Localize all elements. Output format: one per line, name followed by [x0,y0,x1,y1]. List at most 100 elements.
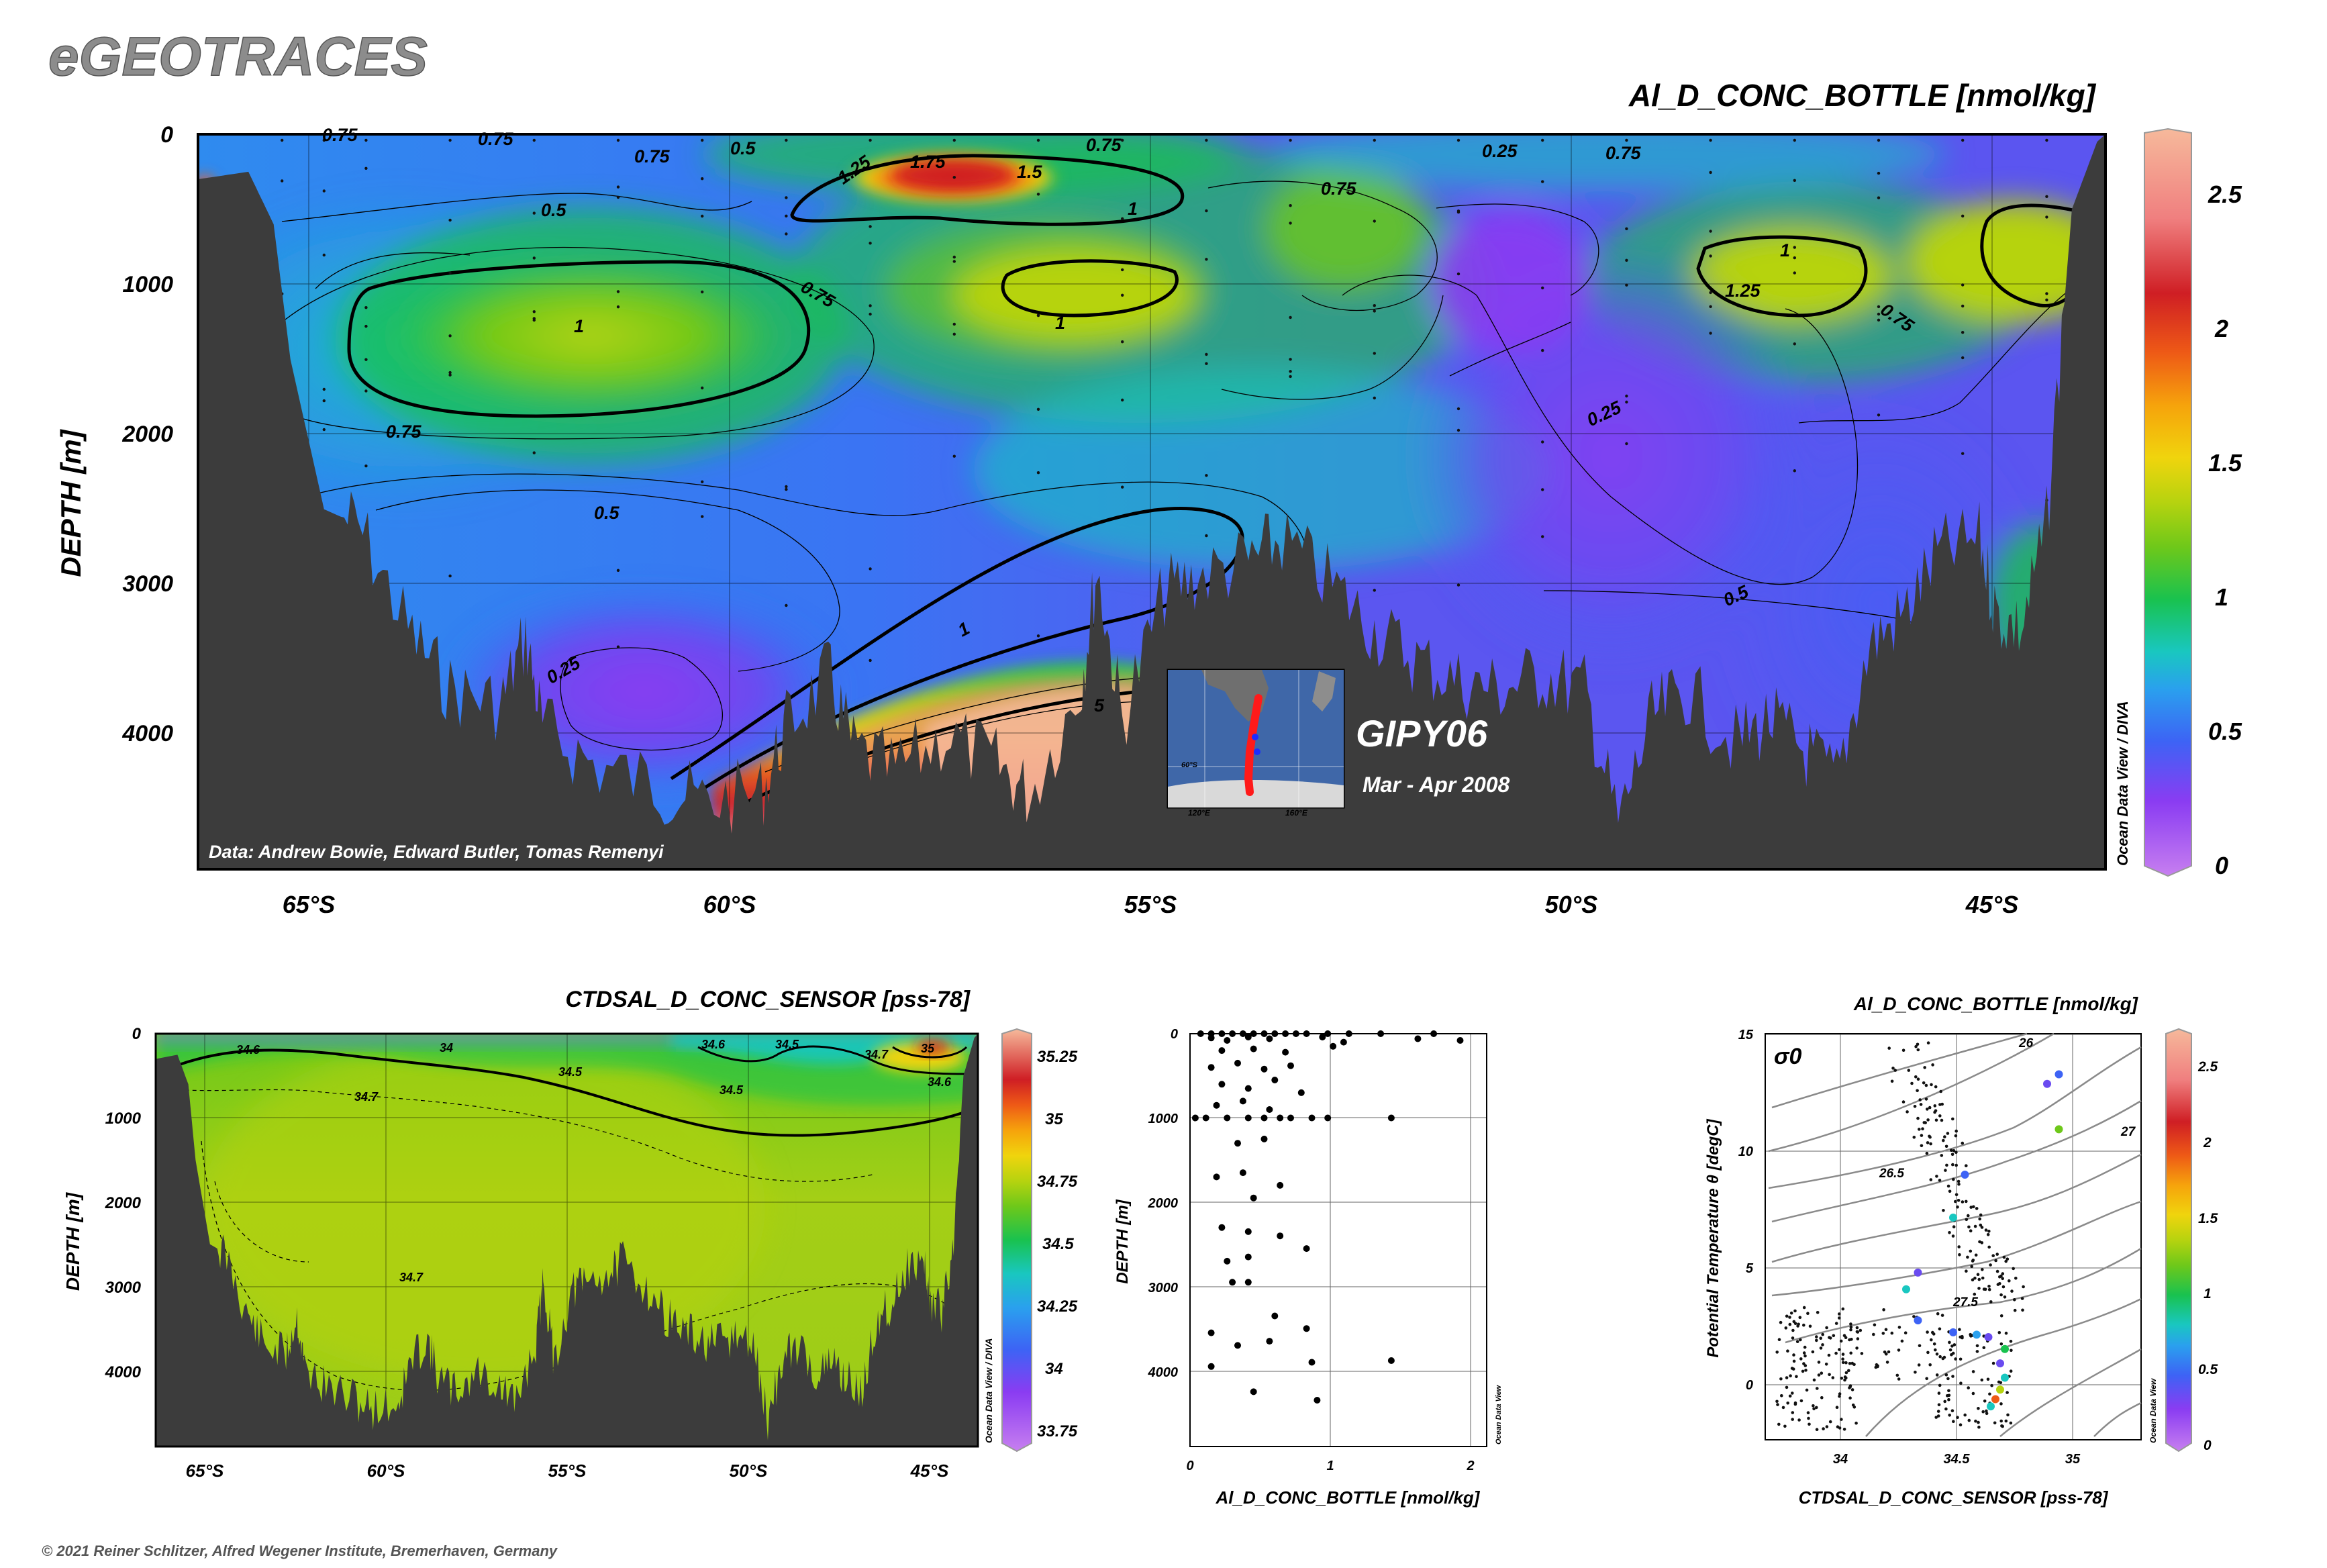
ts-background-point [1922,1081,1926,1085]
ts-background-point [1812,1378,1816,1382]
scatter-point [1292,1030,1299,1037]
scatter-point [1244,1085,1252,1092]
sample-point [1709,170,1712,175]
new-zealand-shape [1312,671,1336,712]
ts-background-point [1993,1421,1997,1425]
sample-point [1877,312,1881,316]
ts-background-point [1957,1245,1961,1248]
ts-background-point [1987,1287,1991,1291]
ts-background-point [1788,1322,1792,1326]
ts-background-points [1775,1041,2025,1431]
ts-background-point [1935,1373,1939,1377]
ts-colored-point [1991,1395,1999,1404]
isopycnal-label: 27 [2120,1125,2136,1139]
sample-point [322,189,326,193]
ts-background-point [1963,1413,1967,1417]
ts-background-point [1890,1331,1894,1335]
ts-background-point [1779,1377,1783,1381]
scatter-point [1239,1097,1246,1105]
scatter-frame [1189,1033,1487,1447]
scatter-point [1260,1030,1268,1037]
ts-background-point [1806,1312,1810,1315]
ts-background-point [2009,1421,2013,1425]
inset-lon-label: 120°E [1188,808,1211,818]
main-y-ticks: 0 1000 2000 3000 4000 [121,122,173,746]
ts-background-point [1926,1108,1929,1111]
ts-background-point [1835,1406,1839,1409]
scatter-point [1244,1228,1252,1235]
ts-background-point [1891,1067,1895,1070]
ts-background-point [1934,1348,1937,1352]
x-tick: 2 [1466,1459,1474,1473]
sample-point [1877,413,1881,417]
ts-background-point [1812,1404,1815,1408]
ts-background-point [1897,1326,1901,1329]
ts-background-point [1792,1353,1795,1357]
ts-background-point [1912,1315,1916,1318]
ts-background-point [1999,1402,2003,1406]
ts-background-point [1901,1048,1905,1052]
sample-point [1793,342,1796,346]
ts-background-point [1983,1400,1987,1403]
ts-background-point [2008,1279,2011,1283]
ts-background-point [2022,1285,2025,1289]
sample-point [1373,352,1376,355]
sample-point [869,312,872,316]
scatter-point [1229,1279,1236,1286]
ts-background-point [1942,1138,1945,1142]
ts-background-point [1942,1355,1946,1359]
salinity-plot-frame [154,1032,979,1448]
sigma-label: σ0 [1774,1044,1802,1069]
ts-background-point [1838,1392,1842,1395]
scatter-point [1387,1357,1395,1364]
ts-background-point [1804,1369,1808,1372]
salinity-x-ticks: 65°S 60°S 55°S 50°S 45°S [186,1461,949,1481]
ts-background-point [1935,1175,1938,1178]
scatter-point [1224,1037,1231,1044]
ts-background-point [1926,1330,1929,1334]
salinity-contour-labels: 34.6 34 34.5 34.7 34.6 34.5 34.7 35 34.6… [236,1038,952,1284]
sample-point [1709,230,1712,233]
cruise-track-inset-map: 60°S 120°E 160°E [1167,669,1345,818]
ts-background-point [1969,1249,1973,1253]
ts-background-point [2004,1331,2008,1335]
inset-lon-label: 160°E [1285,808,1308,818]
sample-point [448,371,452,375]
ts-colored-point [1987,1402,1995,1411]
sample-point [1625,400,1628,404]
ts-background-point [1938,1103,1942,1106]
sample-point [281,179,284,183]
ts-background-point [1967,1225,1971,1229]
ts-background-point [1780,1394,1783,1398]
scatter-point [1250,1045,1257,1052]
ts-background-point [1788,1316,1791,1319]
sample-point [1205,138,1208,142]
scatter-point [1260,1065,1268,1073]
ts-background-point [1977,1425,1981,1429]
sample-point [1709,305,1712,308]
ts-background-point [1838,1312,1841,1316]
y-tick: 2000 [1148,1196,1179,1211]
ts-background-point [1930,1338,1933,1342]
ts-background-point [1849,1328,1852,1332]
ts-background-point [1938,1355,1942,1359]
sample-point [1961,356,1965,360]
scatter-point [1266,1338,1273,1345]
ts-background-point [1950,1344,1954,1348]
ts-background-point [1849,1322,1852,1326]
sample-point [1121,485,1124,489]
ts-background-point [1798,1316,1802,1320]
ts-background-point [1940,1154,1944,1157]
sample-point [616,645,620,648]
ts-background-point [1981,1268,1984,1271]
scatter-point [1250,1194,1257,1202]
sample-point [2045,138,2048,142]
ts-background-point [1995,1269,1999,1273]
ts-background-point [1965,1164,1968,1167]
ts-background-point [1788,1394,1792,1398]
contour-label: 34.5 [720,1083,744,1097]
ts-background-point [1821,1332,1824,1336]
sample-point [1877,196,1881,199]
scatter-point [1287,1114,1294,1122]
main-section-plot: Al_D_CONC_BOTTLE [nmol/kg] [55,78,2242,918]
